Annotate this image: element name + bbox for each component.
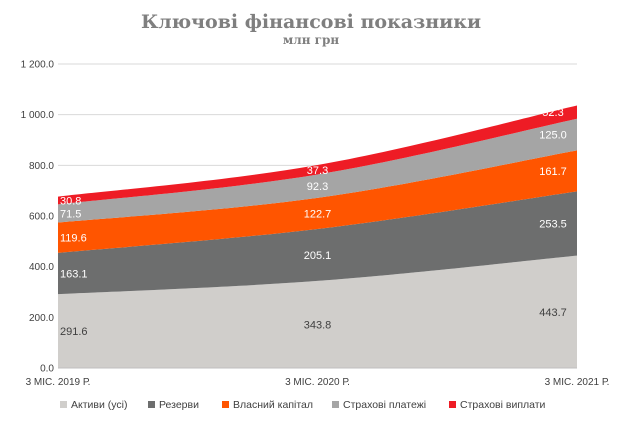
legend-label: Страхові виплати: [460, 399, 546, 411]
y-tick-label: 400.0: [29, 262, 54, 273]
legend-item: Активи (усі): [60, 399, 127, 411]
y-tick-label: 1 000.0: [21, 110, 55, 121]
area-layer: [58, 105, 577, 368]
legend-swatch: [148, 401, 155, 408]
data-label: 343.8: [304, 319, 332, 331]
legend-swatch: [222, 401, 229, 408]
y-tick-label: 0.0: [40, 364, 54, 375]
data-label: 52.3: [542, 107, 563, 119]
area-1: [58, 255, 577, 368]
data-label: 71.5: [60, 208, 81, 220]
legend-item: Страхові платежі: [332, 399, 426, 411]
area-5: [58, 105, 577, 205]
axis-layer: 0.0 200.0 400.0 600.0 800.0 1 000.0 1 200.0 3 М…: [21, 60, 610, 389]
y-tick-label: 600.0: [29, 212, 54, 223]
data-label: 253.5: [539, 218, 567, 230]
data-label: 291.6: [60, 326, 88, 338]
y-tick-label: 1 200.0: [21, 60, 55, 71]
data-label: 443.7: [539, 307, 567, 319]
data-label: 30.8: [60, 195, 81, 207]
legend-label: Активи (усі): [71, 399, 127, 411]
data-label: 125.0: [539, 130, 567, 142]
y-tick-label: 800.0: [29, 161, 54, 172]
x-tick-label: 3 МІС. 2021 Р.: [545, 377, 610, 388]
legend-item: Власний капітал: [222, 399, 313, 411]
area-3: [58, 150, 577, 253]
x-tick-label: 3 МІС. 2020 Р.: [285, 377, 350, 388]
legend-swatch: [60, 401, 67, 408]
data-label: 122.7: [304, 208, 332, 220]
data-label: 119.6: [60, 233, 87, 245]
legend: Активи (усі) Резерви Власний капітал Страхо…: [60, 399, 546, 411]
x-tick-label: 3 МІС. 2019 Р.: [26, 377, 91, 388]
data-label: 205.1: [304, 250, 332, 262]
legend-label: Резерви: [159, 399, 199, 411]
legend-item: Страхові виплати: [449, 399, 546, 411]
data-label: 163.1: [60, 268, 88, 280]
chart-subtitle: млн грн: [283, 33, 340, 47]
area-4: [58, 118, 577, 223]
legend-swatch: [332, 401, 339, 408]
legend-label: Страхові платежі: [343, 399, 426, 411]
legend-label: Власний капітал: [233, 399, 313, 411]
area-2: [58, 191, 577, 295]
legend-item: Резерви: [148, 399, 199, 411]
legend-swatch: [449, 401, 456, 408]
data-label: 161.7: [539, 166, 567, 178]
chart-title: Ключові фінансові показники: [141, 11, 481, 33]
data-label-layer: 291.6 343.8 443.7 163.1 205.1 253.5 119.6 122.7…: [60, 107, 567, 338]
data-label: 92.3: [307, 181, 328, 193]
y-tick-label: 200.0: [29, 313, 54, 324]
data-label: 37.3: [307, 165, 328, 177]
